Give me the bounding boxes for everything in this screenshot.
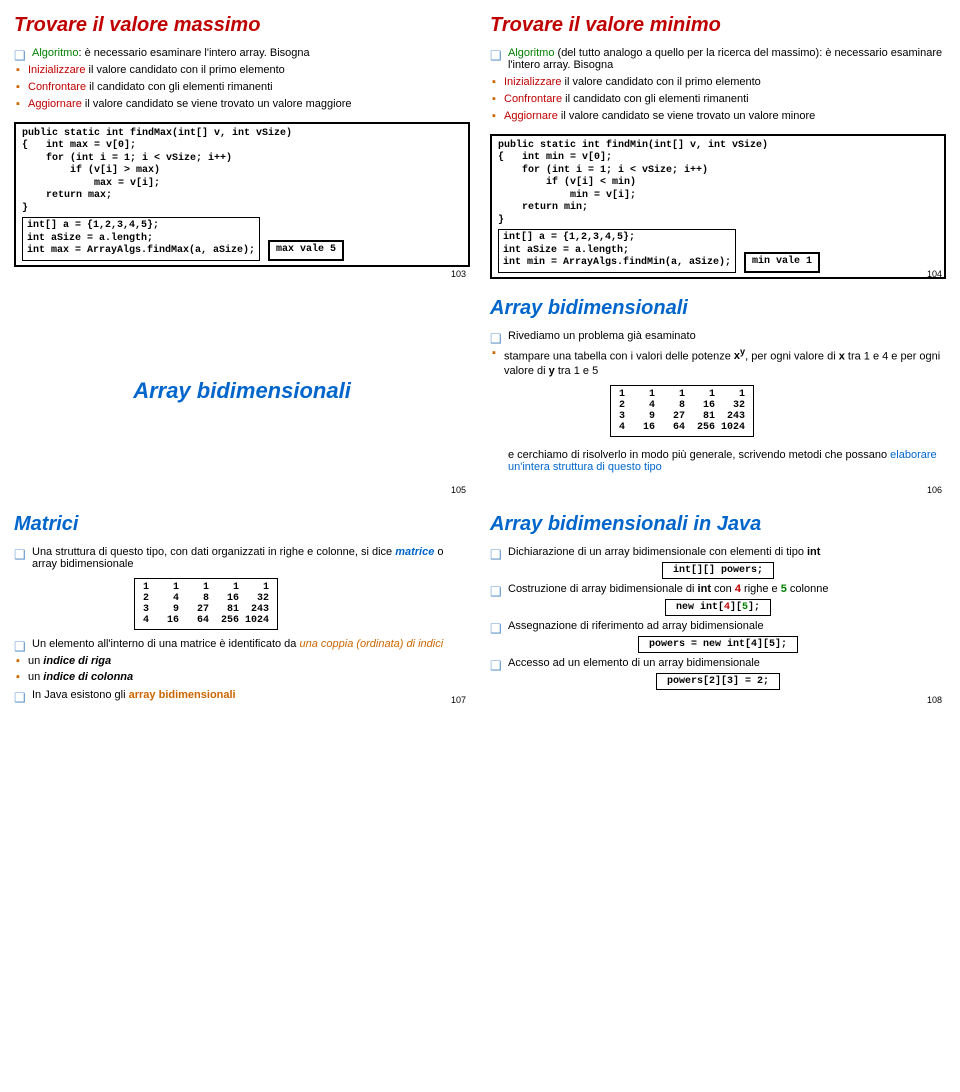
- slide-trovare-massimo: Trovare il valore massimo Algoritmo: è n…: [8, 8, 476, 283]
- p-assegn: Assegnazione di riferimento ad array bid…: [490, 620, 946, 632]
- p-elemento: Un elemento all'interno di una matrice è…: [14, 638, 470, 650]
- result-badge: min vale 1: [744, 252, 820, 273]
- slide-title: Trovare il valore minimo: [490, 14, 946, 37]
- slide-array-bidim-intro: Array bidimensionali Rivediamo un proble…: [484, 291, 952, 499]
- code-findmin: public static int findMin(int[] v, int v…: [490, 134, 946, 279]
- page-number: 108: [927, 695, 942, 705]
- code-usage: int[] a = {1,2,3,4,5}; int aSize = a.len…: [22, 217, 260, 261]
- page-number: 106: [927, 485, 942, 495]
- sub-confront: Confrontare il candidato con gli element…: [14, 80, 470, 95]
- p-rivediamo: Rivediamo un problema già esaminato: [490, 330, 946, 342]
- sub-init: Inizializzare il valore candidato con il…: [490, 75, 946, 90]
- p-struttura: Una struttura di questo tipo, con dati o…: [14, 546, 470, 570]
- algo-line: Algoritmo (del tutto analogo a quello pe…: [490, 47, 946, 71]
- slide-title: Matrici: [14, 513, 470, 536]
- p-costr: Costruzione di array bidimensionale di i…: [490, 583, 946, 595]
- algo-label: Algoritmo: [508, 47, 554, 59]
- sub-indice-riga: un indice di riga: [14, 654, 470, 669]
- slide-array-bidim-java: Array bidimensionali in Java Dichiarazio…: [484, 507, 952, 710]
- slide-array-bidim-title: Array bidimensionali 105: [8, 291, 476, 499]
- power-table: 1 1 1 1 1 2 4 8 16 32 3 9 27 81 243 4 16…: [134, 578, 278, 630]
- slide-title: Trovare il valore massimo: [14, 14, 470, 37]
- page-number: 105: [451, 485, 466, 495]
- algo-label: Algoritmo: [32, 47, 78, 59]
- algo-rest: : è necessario esaminare l'intero array.…: [78, 47, 309, 59]
- result-badge: max vale 5: [268, 240, 344, 261]
- p-accesso: Accesso ad un elemento di un array bidim…: [490, 657, 946, 669]
- code-new: new int[4][5];: [665, 599, 771, 616]
- p-java: In Java esistono gli array bidimensional…: [14, 689, 470, 701]
- code-access: powers[2][3] = 2;: [656, 673, 780, 690]
- p-cerchiamo: e cerchiamo di risolverlo in modo più ge…: [508, 449, 946, 473]
- code-usage: int[] a = {1,2,3,4,5}; int aSize = a.len…: [498, 229, 736, 273]
- slide-title: Array bidimensionali in Java: [490, 513, 946, 536]
- code-assign: powers = new int[4][5];: [638, 636, 798, 653]
- sub-indice-col: un indice di colonna: [14, 670, 470, 685]
- algo-rest: (del tutto analogo a quello per la ricer…: [508, 47, 942, 71]
- p-dich: Dichiarazione di un array bidimensionale…: [490, 546, 946, 558]
- page-number: 107: [451, 695, 466, 705]
- algo-line: Algoritmo: è necessario esaminare l'inte…: [14, 47, 470, 59]
- slide-title: Array bidimensionali: [490, 297, 946, 320]
- power-table: 1 1 1 1 1 2 4 8 16 32 3 9 27 81 243 4 16…: [610, 385, 754, 437]
- page-number: 104: [927, 269, 942, 279]
- sub-init: Inizializzare il valore candidato con il…: [14, 63, 470, 78]
- sub-stampare: stampare una tabella con i valori delle …: [490, 346, 946, 379]
- code-findmax: public static int findMax(int[] v, int v…: [14, 122, 470, 267]
- slide-title: Array bidimensionali: [133, 378, 351, 404]
- code-decl: int[][] powers;: [662, 562, 774, 579]
- slide-matrici: Matrici Una struttura di questo tipo, co…: [8, 507, 476, 710]
- page-number: 103: [451, 269, 466, 279]
- slide-trovare-minimo: Trovare il valore minimo Algoritmo (del …: [484, 8, 952, 283]
- sub-aggiorn: Aggiornare il valore candidato se viene …: [490, 109, 946, 124]
- sub-confront: Confrontare il candidato con gli element…: [490, 92, 946, 107]
- sub-aggiorn: Aggiornare il valore candidato se viene …: [14, 97, 470, 112]
